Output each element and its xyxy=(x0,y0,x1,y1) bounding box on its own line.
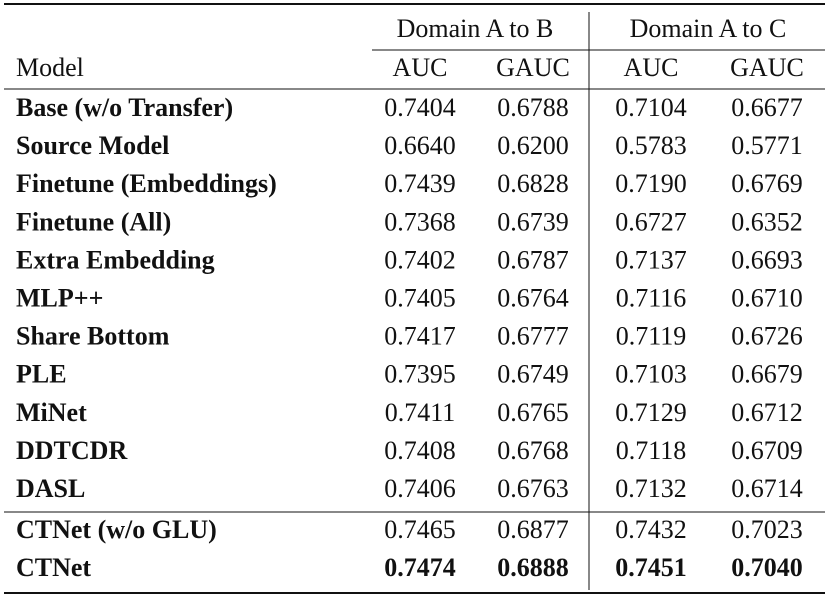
metric-value: 0.7116 xyxy=(616,283,687,312)
model-name: Finetune (Embeddings) xyxy=(16,169,277,198)
metric-value: 0.7404 xyxy=(384,93,456,122)
model-name: Source Model xyxy=(16,131,169,160)
model-name: CTNet xyxy=(16,553,91,582)
metric-value: 0.6788 xyxy=(497,93,569,122)
column-header: GAUC xyxy=(730,53,804,82)
metric-value: 0.6352 xyxy=(731,207,803,236)
metric-value: 0.6888 xyxy=(497,553,569,582)
metric-value: 0.7119 xyxy=(616,322,687,351)
metric-value: 0.6200 xyxy=(497,131,569,160)
metric-value: 0.7368 xyxy=(384,207,456,236)
model-name: Base (w/o Transfer) xyxy=(16,93,233,122)
model-name: Extra Embedding xyxy=(16,245,215,274)
metric-value: 0.7417 xyxy=(384,322,456,351)
metric-value: 0.7104 xyxy=(615,93,687,122)
metric-value: 0.7395 xyxy=(384,360,456,389)
group-header: Domain A to C xyxy=(630,14,787,43)
metric-value: 0.6677 xyxy=(731,93,803,122)
metric-value: 0.6764 xyxy=(497,283,569,312)
metric-value: 0.7040 xyxy=(731,553,803,582)
metric-value: 0.7137 xyxy=(615,245,687,274)
metric-value: 0.7439 xyxy=(384,169,456,198)
metric-value: 0.6727 xyxy=(615,207,687,236)
metric-value: 0.7474 xyxy=(384,553,456,582)
metric-value: 0.7103 xyxy=(615,360,687,389)
metric-value: 0.6640 xyxy=(384,131,456,160)
metric-value: 0.7406 xyxy=(384,474,456,503)
metric-value: 0.7402 xyxy=(384,245,456,274)
metric-value: 0.6712 xyxy=(731,398,803,427)
metric-value: 0.6710 xyxy=(731,283,803,312)
metric-value: 0.6739 xyxy=(497,207,569,236)
model-name: MiNet xyxy=(16,398,87,427)
metric-value: 0.6709 xyxy=(731,436,803,465)
metric-value: 0.6765 xyxy=(497,398,569,427)
model-name: PLE xyxy=(16,360,67,389)
metric-value: 0.7023 xyxy=(731,515,803,544)
metric-value: 0.6828 xyxy=(497,169,569,198)
model-name: CTNet (w/o GLU) xyxy=(16,515,217,544)
metric-value: 0.6693 xyxy=(731,245,803,274)
metric-value: 0.6679 xyxy=(731,360,803,389)
metric-value: 0.5771 xyxy=(731,131,803,160)
column-header: AUC xyxy=(624,53,679,82)
metric-value: 0.7405 xyxy=(384,283,456,312)
metric-value: 0.7465 xyxy=(384,515,456,544)
metric-value: 0.6777 xyxy=(497,322,569,351)
model-name: MLP++ xyxy=(16,283,103,312)
column-header: Model xyxy=(16,53,84,82)
metric-value: 0.7411 xyxy=(385,398,456,427)
metric-value: 0.7432 xyxy=(615,515,687,544)
model-name: DDTCDR xyxy=(16,436,127,465)
model-name: DASL xyxy=(16,474,85,503)
metric-value: 0.7408 xyxy=(384,436,456,465)
metric-value: 0.7129 xyxy=(615,398,687,427)
metric-value: 0.6768 xyxy=(497,436,569,465)
metric-value: 0.6769 xyxy=(731,169,803,198)
group-header: Domain A to B xyxy=(397,14,554,43)
metric-value: 0.6714 xyxy=(731,474,803,503)
metric-value: 0.6763 xyxy=(497,474,569,503)
metric-value: 0.7451 xyxy=(615,553,687,582)
column-header: AUC xyxy=(393,53,448,82)
metric-value: 0.5783 xyxy=(615,131,687,160)
metric-value: 0.7118 xyxy=(616,436,687,465)
metric-value: 0.7190 xyxy=(615,169,687,198)
column-header: GAUC xyxy=(496,53,570,82)
metric-value: 0.6877 xyxy=(497,515,569,544)
metric-value: 0.6749 xyxy=(497,360,569,389)
model-name: Share Bottom xyxy=(16,322,170,351)
model-name: Finetune (All) xyxy=(16,207,171,236)
metric-value: 0.6726 xyxy=(731,322,803,351)
metric-value: 0.6787 xyxy=(497,245,569,274)
metric-value: 0.7132 xyxy=(615,474,687,503)
